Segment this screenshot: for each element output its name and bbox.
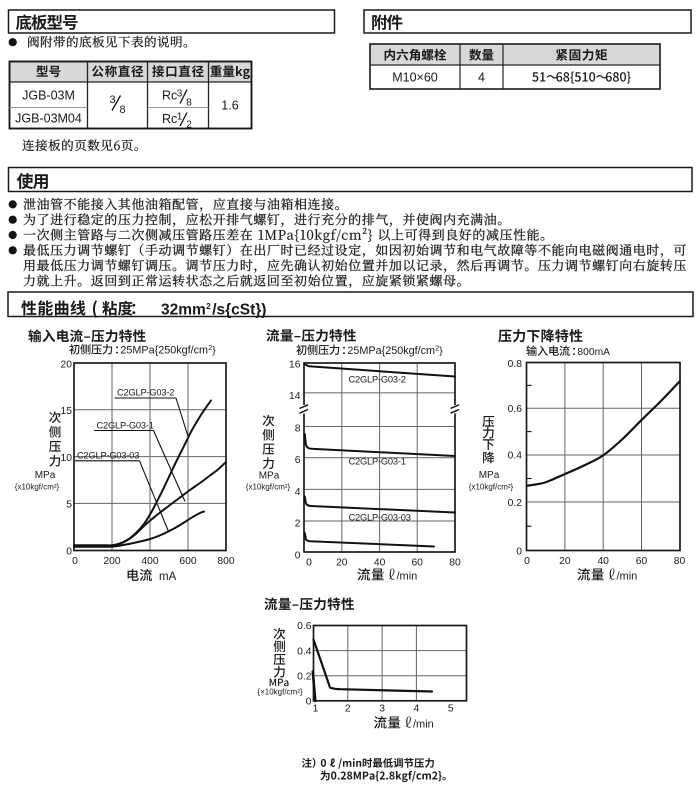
svg-text:4: 4 [414,704,420,715]
svg-text:2: 2 [345,704,351,715]
svg-text:14: 14 [289,391,301,402]
svg-text:10: 10 [61,453,73,464]
svg-text:{x10kgf/cm²}: {x10kgf/cm²} [15,483,60,492]
svg-text:JGB-03M04: JGB-03M04 [15,112,82,126]
svg-text:3: 3 [379,704,385,715]
svg-text:M10×60: M10×60 [392,71,438,85]
svg-text:0: 0 [295,550,301,561]
svg-text:25MPa{250kgf/cm: 25MPa{250kgf/cm [120,345,208,357]
svg-text:8: 8 [186,98,192,109]
svg-text:800mA: 800mA [577,347,610,358]
svg-text:MPa: MPa [479,470,500,481]
svg-text:32mm: 32mm [161,302,206,319]
svg-text:/min: /min [617,571,638,583]
svg-text:C2GLP-G03-1: C2GLP-G03-1 [349,457,406,467]
svg-text:8: 8 [295,424,301,435]
svg-text:15: 15 [61,406,73,417]
svg-text:40: 40 [597,556,609,567]
svg-text:0.2: 0.2 [297,672,312,683]
svg-text:60: 60 [411,557,423,568]
svg-text:25MPa{250kgf/cm: 25MPa{250kgf/cm [347,345,435,357]
svg-text:20: 20 [61,359,73,370]
svg-text:C2GLP-G03-2: C2GLP-G03-2 [349,374,406,384]
svg-text:0: 0 [72,556,78,567]
svg-text:0.4: 0.4 [508,451,523,462]
svg-text:{x10kgf/cm²}: {x10kgf/cm²} [469,483,514,492]
svg-text:C2GLP-G03-2: C2GLP-G03-2 [117,388,174,398]
svg-text:20: 20 [559,556,571,567]
svg-text:2: 2 [206,301,211,311]
svg-text:40: 40 [374,557,386,568]
svg-text:2: 2 [435,346,439,353]
svg-text:200: 200 [103,556,120,567]
svg-text:0.6: 0.6 [508,404,523,415]
svg-text:mA: mA [159,571,177,583]
svg-text:0: 0 [306,696,312,707]
svg-text:{×10kgf/cm²}: {×10kgf/cm²} [257,688,302,697]
svg-text:8: 8 [119,104,125,116]
svg-text:80: 80 [449,557,461,568]
svg-text:3: 3 [109,94,115,106]
svg-text:}: } [439,346,443,357]
svg-text:0: 0 [524,556,530,567]
svg-text:Rc: Rc [162,112,177,126]
svg-text:4: 4 [295,487,301,498]
svg-text:20: 20 [336,557,348,568]
svg-text:JGB-03M: JGB-03M [22,89,75,103]
svg-text:4: 4 [478,71,485,85]
svg-text:1: 1 [313,704,319,715]
svg-text:60: 60 [636,556,648,567]
svg-text:400: 400 [141,556,158,567]
svg-text:MPa: MPa [259,470,280,481]
svg-text:2: 2 [186,120,192,131]
svg-text:800: 800 [217,556,234,567]
svg-text:0: 0 [516,546,522,557]
svg-text:80: 80 [674,556,686,567]
svg-text:Rc: Rc [162,89,177,103]
svg-text:2: 2 [208,345,212,352]
svg-text:/s{cSt}): /s{cSt}) [212,302,266,319]
svg-text:1: 1 [177,112,183,123]
svg-text:600: 600 [179,556,196,567]
svg-text:0.8: 0.8 [508,359,523,370]
svg-text:0.4: 0.4 [297,647,312,658]
svg-text:C2GLP-G03-03: C2GLP-G03-03 [349,512,411,522]
svg-text:3: 3 [177,89,183,100]
svg-text:}: } [212,346,216,357]
svg-text:MPa: MPa [35,470,56,481]
svg-text:/min: /min [413,719,434,731]
svg-text:1.6: 1.6 [221,99,238,113]
svg-text:0: 0 [66,547,72,558]
svg-text:6: 6 [295,455,301,466]
svg-text:0.2: 0.2 [508,498,523,509]
svg-text:16: 16 [289,359,301,370]
svg-text:/min: /min [397,571,418,583]
svg-text:{x10kgf/cm²}: {x10kgf/cm²} [246,483,291,492]
svg-text:2: 2 [295,519,301,530]
svg-text:0: 0 [306,557,312,568]
svg-text:5: 5 [448,704,454,715]
svg-text:0.6: 0.6 [297,621,312,632]
svg-text:C2GLP-G03-03: C2GLP-G03-03 [77,451,139,461]
svg-text:C2GLP-G03-1: C2GLP-G03-1 [97,421,154,431]
svg-text:5: 5 [66,500,72,511]
